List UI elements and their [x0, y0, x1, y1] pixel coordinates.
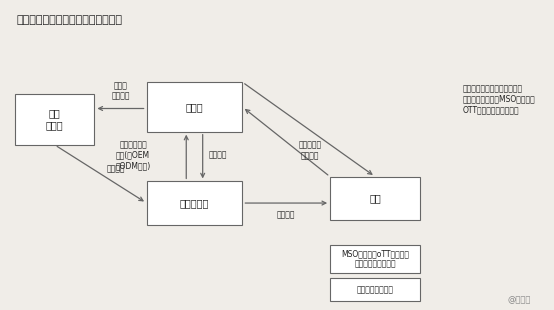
Text: 以下為我們業務模式的簡化流程圖：: 以下為我們業務模式的簡化流程圖： [17, 16, 122, 25]
Text: 供應元件: 供應元件 [107, 164, 125, 174]
Text: 本集團: 本集團 [186, 102, 203, 112]
Bar [330, 177, 420, 220]
Bar [147, 82, 243, 132]
Text: 提供產品組装
服務(以OEM
或ODM形式): 提供產品組装 服務(以OEM 或ODM形式) [115, 140, 151, 170]
Bar [330, 245, 420, 273]
Text: 交付產品: 交付產品 [277, 211, 295, 220]
Text: 製造商夥伴: 製造商夥伴 [180, 198, 209, 208]
Bar [147, 181, 243, 225]
Bar [330, 278, 420, 301]
Bar [15, 94, 95, 145]
Text: 商業磋商及
下達訂單: 商業磋商及 下達訂單 [299, 141, 322, 160]
Text: 支付費用: 支付費用 [208, 150, 227, 160]
Text: MSO、電視及oTT設備品牌
及彼等指定的代理商: MSO、電視及oTT設備品牌 及彼等指定的代理商 [341, 249, 409, 268]
Text: 客戶: 客戶 [370, 193, 381, 203]
Text: @格隆匯: @格隆匯 [508, 295, 531, 304]
Text: 元件
供應商: 元件 供應商 [46, 108, 64, 130]
Text: 提供家居控制解決方案，並於
部分情況下直接向MSO、電視及
OTT設備品牌交付遙控器: 提供家居控制解決方案，並於 部分情況下直接向MSO、電視及 OTT設備品牌交付遙… [463, 84, 536, 114]
Text: 機頂盒等的製造商: 機頂盒等的製造商 [357, 285, 394, 294]
Text: 就購買
元件付款: 就購買 元件付款 [111, 81, 130, 101]
